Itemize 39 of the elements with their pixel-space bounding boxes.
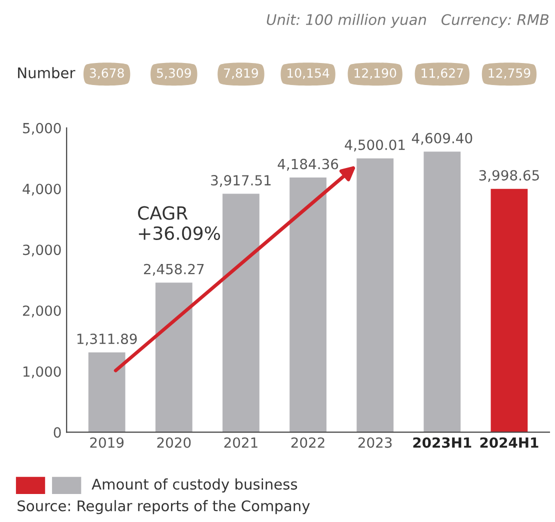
data-label: 4,500.01: [344, 140, 405, 152]
text: 12,759: [488, 68, 530, 80]
annotation: CAGR +36.09%: [138, 206, 220, 240]
y-tick-label: 1,000: [24, 366, 61, 378]
x-tick-label: 2023: [358, 437, 392, 448]
bar: [155, 282, 192, 432]
data-label: 2,458.27: [144, 264, 204, 276]
bar: [424, 152, 461, 432]
data-label: 1,311.89: [77, 334, 137, 346]
text: 10,154: [288, 68, 330, 80]
source-note: Source: Regular reports of the Company: [18, 500, 310, 514]
text: 12,190: [354, 68, 396, 80]
data-label: 4,609.40: [412, 132, 472, 145]
text: 3,678: [90, 68, 124, 80]
y-tick-label: 4,000: [22, 184, 61, 196]
y-tick-label: 3,000: [23, 244, 61, 257]
text: 5,309: [156, 68, 191, 80]
bar: [222, 194, 260, 432]
legend-label: Amount of custody business: [92, 478, 298, 493]
data-label: 3,998.65: [479, 170, 539, 182]
x-tick-label: 2022: [291, 437, 324, 448]
data-label: 4,184.36: [278, 158, 338, 171]
bar: [490, 188, 528, 432]
y-tick-label: 5,000: [23, 122, 61, 135]
y-tick-label: 2,000: [22, 305, 61, 318]
text: Number: [18, 67, 76, 78]
text: 7,819: [224, 68, 258, 80]
x-tick-label: 2023H1: [413, 437, 472, 448]
y-tick-label: 0: [54, 427, 61, 438]
chart-subtitle: Unit: 100 million yuan Currency: RMB: [266, 14, 549, 28]
bar: [88, 352, 126, 432]
x-tick-label: 2021: [224, 437, 258, 448]
data-label: 3,917.51: [211, 175, 271, 187]
bar: [290, 178, 326, 432]
bar: [356, 158, 394, 432]
x-tick-label: 2020: [157, 437, 191, 448]
x-tick-label: 2024H1: [480, 437, 538, 448]
x-tick-label: 2019: [90, 437, 124, 448]
text: 11,627: [422, 68, 463, 80]
